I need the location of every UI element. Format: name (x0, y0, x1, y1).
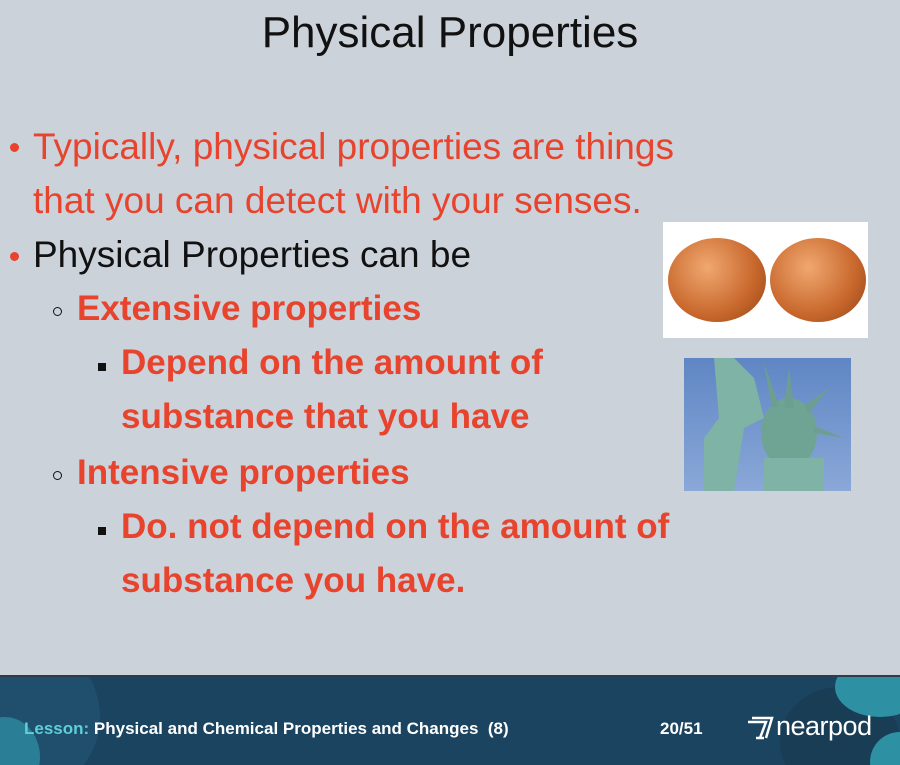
bullet-dot (10, 143, 19, 152)
bullet-text: Typically, physical properties are thing… (33, 126, 674, 167)
lesson-title: Physical and Chemical Properties and Cha… (93, 719, 509, 738)
sub-detail: Do. not depend on the amount of (121, 507, 670, 546)
bullet-text: that you can detect with your senses. (33, 180, 642, 221)
statue-of-liberty-image (684, 358, 851, 491)
sub-detail: substance that you have (121, 397, 530, 436)
footer-bar: Lesson: Physical and Chemical Properties… (0, 675, 900, 765)
sub-bullet-circle (53, 471, 62, 480)
penny-back (770, 238, 866, 322)
bullet-text: Physical Properties can be (33, 234, 472, 275)
brand-name: nearpod (776, 711, 872, 741)
nearpod-logo-icon (748, 716, 774, 739)
sub-bullet-square (98, 363, 106, 371)
sub-detail: Depend on the amount of (121, 343, 543, 382)
lesson-label: Lesson: (24, 719, 90, 738)
sub-detail: substance you have. (121, 561, 466, 600)
nearpod-logo: nearpod (746, 711, 872, 742)
sub-heading: Intensive properties (77, 453, 410, 492)
penny-front (668, 238, 766, 322)
bullet-dot (10, 252, 19, 261)
sub-bullet-square (98, 527, 106, 535)
lesson-info: Lesson: Physical and Chemical Properties… (24, 719, 509, 739)
slide-title: Physical Properties (261, 8, 639, 57)
statue-illustration (704, 358, 844, 491)
sub-heading: Extensive properties (77, 289, 422, 328)
sub-bullet-circle (53, 307, 62, 316)
penny-image (663, 222, 868, 338)
page-counter: 20/51 (660, 719, 703, 738)
